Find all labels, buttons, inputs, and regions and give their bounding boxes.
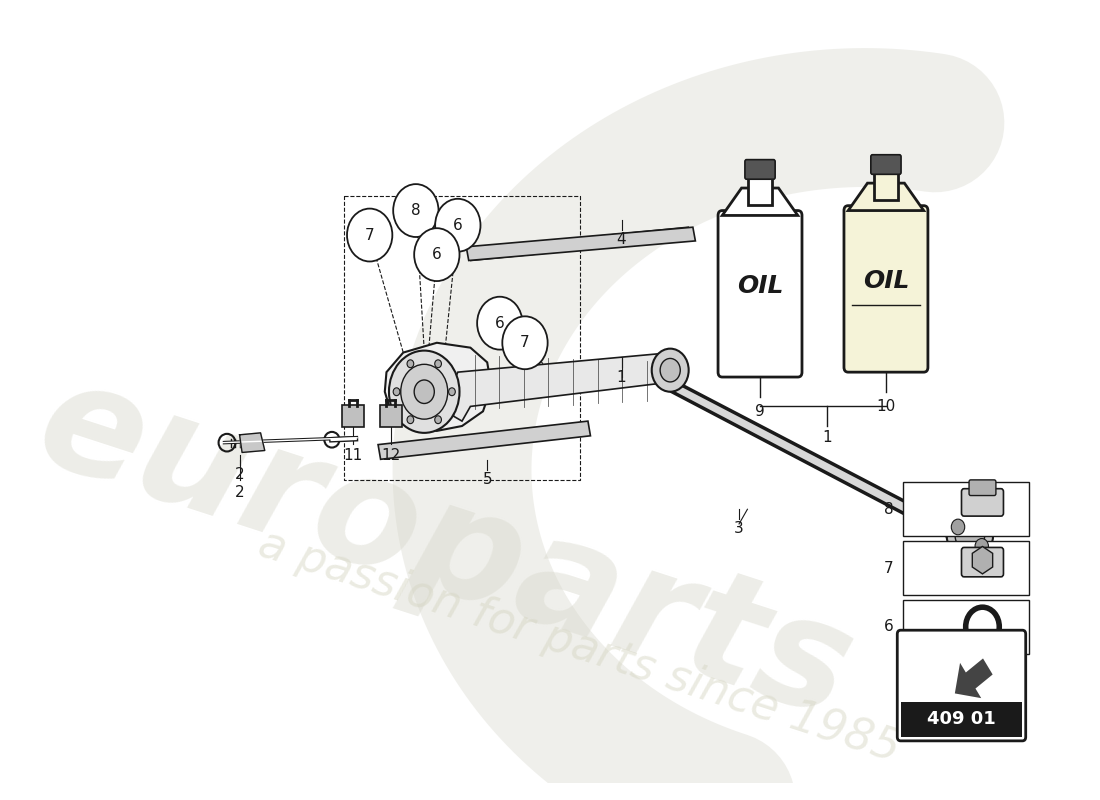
Text: europarts: europarts — [21, 347, 870, 750]
Circle shape — [651, 349, 689, 392]
Text: 7: 7 — [365, 227, 374, 242]
Text: 5: 5 — [483, 472, 492, 487]
FancyBboxPatch shape — [874, 170, 898, 200]
Circle shape — [975, 538, 989, 554]
Text: 9: 9 — [755, 404, 764, 419]
Text: 409 01: 409 01 — [927, 710, 996, 728]
Circle shape — [393, 388, 400, 396]
FancyBboxPatch shape — [898, 630, 1025, 741]
Text: 6: 6 — [883, 619, 893, 634]
FancyBboxPatch shape — [961, 489, 1003, 516]
FancyBboxPatch shape — [969, 480, 996, 495]
FancyBboxPatch shape — [871, 154, 901, 174]
FancyBboxPatch shape — [745, 160, 776, 179]
Text: 6: 6 — [453, 218, 463, 233]
Text: 6: 6 — [495, 316, 505, 330]
Text: 11: 11 — [343, 448, 363, 463]
Polygon shape — [240, 433, 265, 453]
FancyBboxPatch shape — [748, 175, 772, 205]
Text: OIL: OIL — [862, 269, 909, 293]
Circle shape — [966, 607, 999, 646]
Text: 4: 4 — [617, 233, 626, 247]
FancyBboxPatch shape — [844, 206, 928, 372]
Text: 12: 12 — [381, 448, 400, 463]
Polygon shape — [466, 227, 695, 261]
Circle shape — [503, 316, 548, 370]
Text: 2: 2 — [234, 485, 244, 500]
FancyBboxPatch shape — [903, 600, 1028, 654]
Polygon shape — [972, 546, 992, 574]
Text: 3: 3 — [734, 522, 744, 536]
Circle shape — [436, 199, 481, 252]
Text: 1: 1 — [617, 370, 626, 385]
Circle shape — [449, 388, 455, 396]
Ellipse shape — [947, 516, 993, 558]
Circle shape — [393, 184, 439, 237]
Ellipse shape — [955, 524, 984, 550]
Text: 1: 1 — [823, 430, 832, 446]
Polygon shape — [453, 353, 680, 421]
FancyBboxPatch shape — [903, 541, 1028, 595]
Circle shape — [477, 297, 522, 350]
FancyBboxPatch shape — [903, 482, 1028, 536]
FancyBboxPatch shape — [961, 547, 1003, 577]
Text: 2: 2 — [234, 467, 244, 482]
Circle shape — [952, 519, 965, 535]
Circle shape — [434, 360, 441, 368]
Text: 8: 8 — [411, 203, 420, 218]
Circle shape — [407, 416, 414, 424]
Text: 7: 7 — [520, 335, 530, 350]
Text: 7: 7 — [883, 561, 893, 575]
Polygon shape — [378, 421, 591, 459]
Circle shape — [415, 380, 434, 403]
Circle shape — [660, 358, 680, 382]
FancyBboxPatch shape — [379, 406, 401, 427]
Polygon shape — [723, 188, 798, 215]
Text: OIL: OIL — [737, 274, 783, 298]
Circle shape — [346, 209, 393, 262]
Text: 6: 6 — [432, 247, 442, 262]
FancyArrow shape — [470, 227, 689, 261]
Text: a passion for parts since 1985: a passion for parts since 1985 — [253, 522, 905, 770]
FancyBboxPatch shape — [718, 210, 802, 377]
Polygon shape — [385, 342, 492, 431]
FancyBboxPatch shape — [901, 702, 1022, 737]
Polygon shape — [955, 658, 992, 698]
Circle shape — [415, 228, 460, 281]
Text: 8: 8 — [883, 502, 893, 517]
Text: 10: 10 — [877, 399, 895, 414]
Circle shape — [389, 350, 460, 433]
Circle shape — [434, 416, 441, 424]
Circle shape — [400, 364, 448, 419]
Circle shape — [407, 360, 414, 368]
Polygon shape — [848, 183, 924, 210]
FancyBboxPatch shape — [342, 406, 364, 427]
